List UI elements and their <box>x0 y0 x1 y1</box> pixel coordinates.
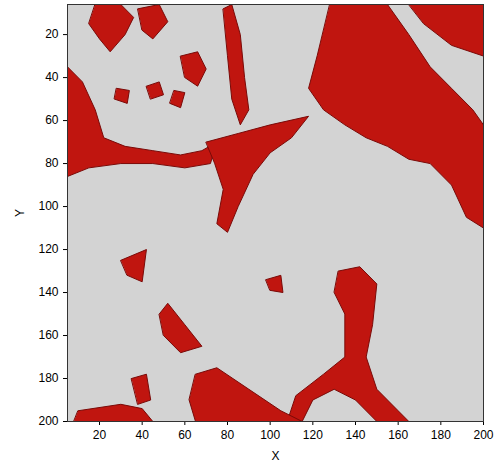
svg-text:160: 160 <box>388 428 408 442</box>
svg-text:20: 20 <box>45 27 59 41</box>
svg-text:100: 100 <box>38 199 58 213</box>
svg-text:60: 60 <box>178 428 192 442</box>
svg-text:200: 200 <box>38 414 58 428</box>
svg-text:180: 180 <box>431 428 451 442</box>
svg-text:80: 80 <box>45 156 59 170</box>
svg-text:40: 40 <box>135 428 149 442</box>
svg-text:180: 180 <box>38 371 58 385</box>
svg-text:200: 200 <box>473 428 493 442</box>
svg-text:160: 160 <box>38 328 58 342</box>
svg-text:20: 20 <box>93 428 107 442</box>
svg-text:140: 140 <box>345 428 365 442</box>
svg-text:80: 80 <box>221 428 235 442</box>
svg-text:100: 100 <box>260 428 280 442</box>
svg-text:40: 40 <box>45 70 59 84</box>
svg-text:120: 120 <box>303 428 323 442</box>
svg-text:Y: Y <box>13 209 27 217</box>
svg-text:X: X <box>271 449 279 463</box>
svg-text:60: 60 <box>45 113 59 127</box>
svg-text:120: 120 <box>38 242 58 256</box>
svg-text:140: 140 <box>38 285 58 299</box>
